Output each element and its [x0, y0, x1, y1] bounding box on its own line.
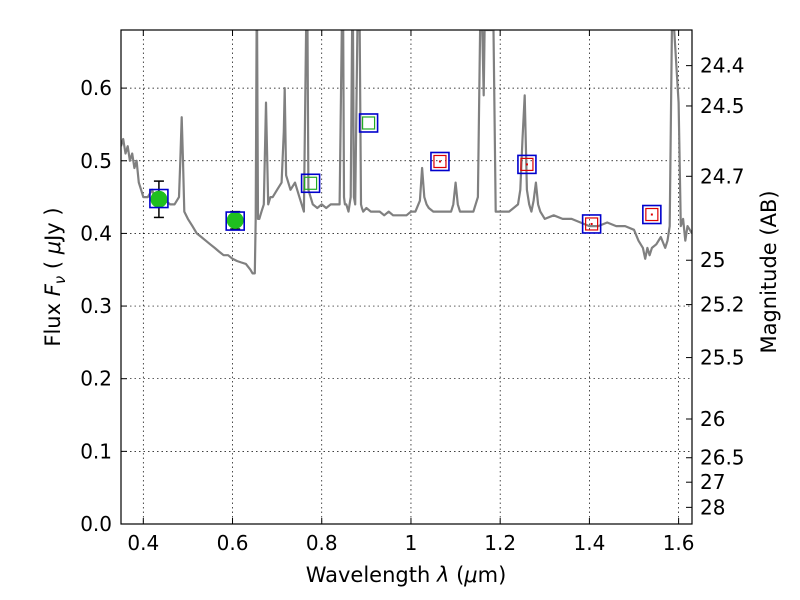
model-spectrum: [121, 30, 692, 275]
y2-tick-label: 24.4: [700, 54, 745, 78]
y-tick-label: 0.1: [80, 439, 112, 463]
x-tick-label: 0.8: [306, 531, 338, 555]
grid: [121, 30, 692, 525]
x-tick-label: 0.6: [217, 531, 249, 555]
model-flux-box: [430, 151, 450, 172]
y2-tick-label: 28: [700, 495, 725, 519]
y-tick-label: 0.2: [80, 367, 112, 391]
x-tick-label: 1.2: [484, 531, 516, 555]
observed-flux-marker: [150, 190, 168, 208]
model-photometry-point: [581, 214, 602, 234]
x-tick-label: 0.4: [127, 531, 159, 555]
y2-tick-label: 26: [700, 407, 725, 431]
y2-tick-label: 24.7: [700, 164, 745, 188]
y-ticks: 0.0 0.1 0.2 0.3 0.4 0.5 0.6: [80, 76, 127, 536]
model-spectrum-line: [121, 30, 692, 275]
model-flux-box: [358, 113, 379, 133]
inner-red-box: [645, 207, 659, 222]
y2-tick-label: 25: [700, 248, 725, 272]
observed-point: [150, 180, 168, 219]
y-axis-label: Flux Fν ( μJy ): [41, 207, 69, 346]
model-flux-box: [517, 154, 537, 175]
inner-red-dot: [438, 160, 441, 163]
y2-tick-label: 27: [700, 470, 725, 494]
model-photometry-point: [358, 113, 379, 133]
inner-red-box: [585, 217, 599, 231]
x-tick-label: 1: [405, 531, 418, 555]
model-photometry-point: [430, 151, 450, 172]
model-photometry-point: [300, 173, 321, 194]
model-photometry-point: [517, 154, 537, 175]
inner-red-dot: [525, 163, 528, 166]
y-tick-label: 0.4: [80, 221, 112, 245]
plot-frame: [120, 29, 693, 525]
model-flux-box: [581, 214, 602, 234]
inner-red-dot: [590, 222, 593, 225]
inner-green-box: [303, 176, 318, 190]
y-tick-label: 0.3: [80, 294, 112, 318]
model-flux-box: [149, 188, 169, 209]
x-tick-label: 1.6: [663, 531, 695, 555]
x-axis-label: Wavelength λ (μm): [306, 563, 507, 587]
y2-tick-label: 24.5: [700, 94, 745, 118]
y-tick-label: 0.6: [80, 76, 112, 100]
y-tick-label: 0.0: [80, 512, 112, 536]
y-tick-label: 0.5: [80, 149, 112, 173]
photometry-markers: [149, 113, 662, 234]
model-flux-box: [225, 211, 245, 231]
y2-tick-label: 25.2: [700, 293, 745, 317]
model-flux-box: [300, 173, 321, 194]
y2-axis-label: Magnitude (AB): [757, 190, 781, 353]
model-flux-box: [642, 204, 662, 225]
model-photometry-point: [642, 204, 662, 225]
y2-tick-label: 25.5: [700, 346, 745, 370]
inner-green-box: [361, 116, 376, 130]
model-photometry-point: [149, 188, 169, 209]
observed-point: [226, 210, 244, 230]
inner-red-box: [520, 157, 534, 171]
x-ticks: 0.4 0.6 0.8 1 1.2 1.4 1.6: [127, 30, 695, 555]
y2-tick-label: 26.5: [700, 446, 745, 470]
inner-red-box: [433, 154, 447, 169]
inner-red-dot: [650, 213, 653, 216]
observed-flux-marker: [226, 211, 244, 229]
model-photometry-point: [225, 211, 245, 231]
x-tick-label: 1.4: [573, 531, 605, 555]
